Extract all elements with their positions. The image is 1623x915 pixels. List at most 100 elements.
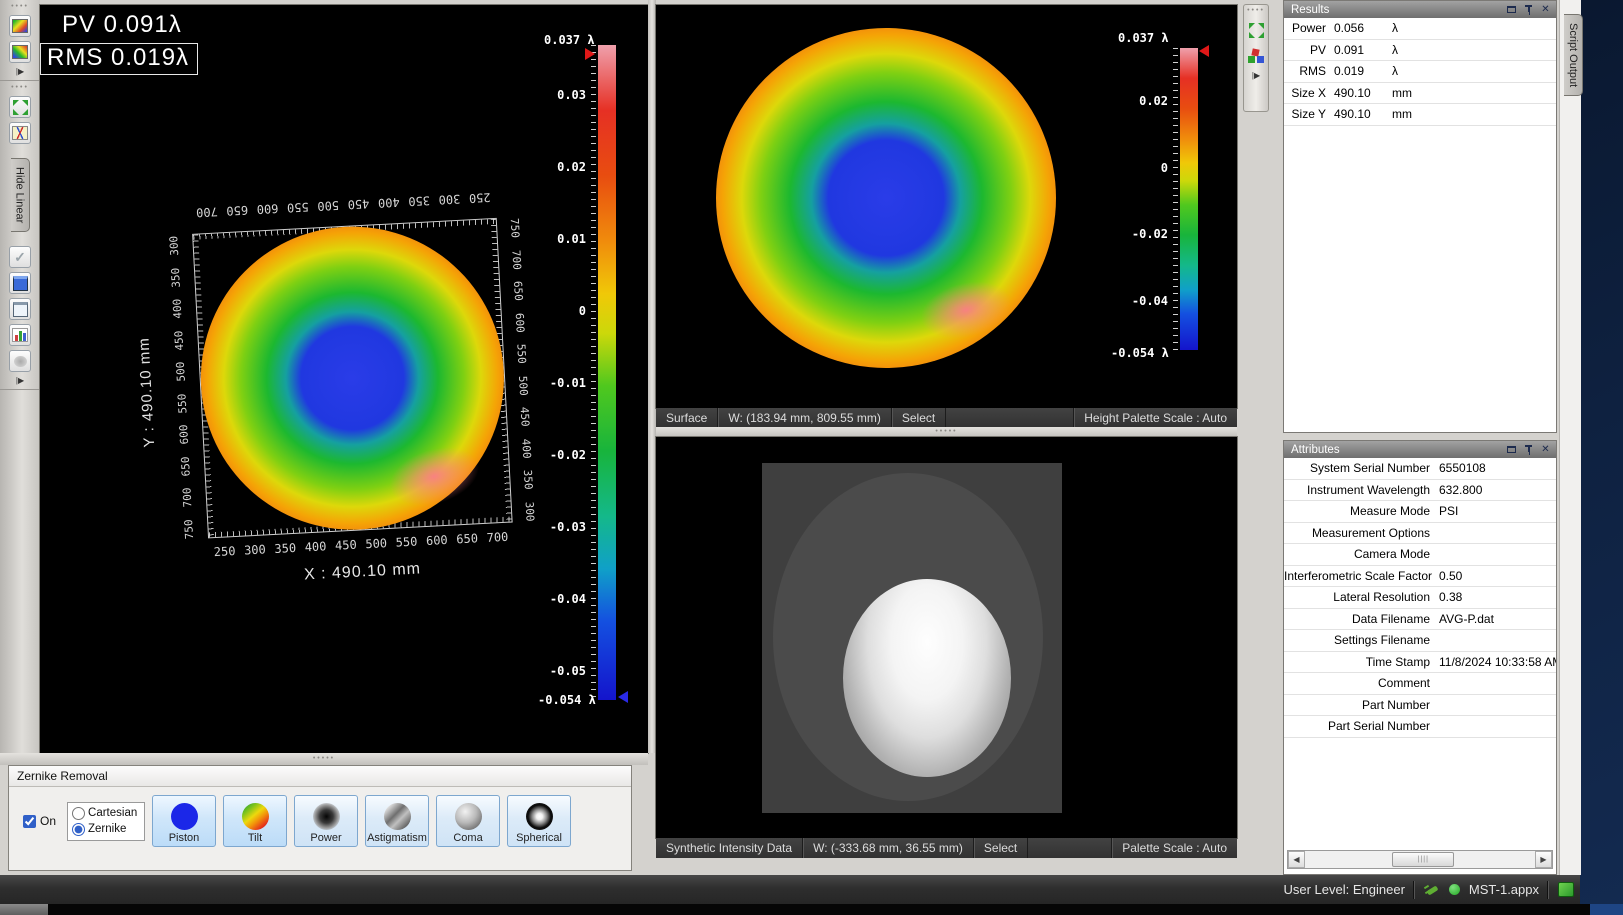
- result-label: PV: [1284, 43, 1326, 57]
- zernike-on-checkbox[interactable]: [23, 815, 36, 828]
- colorbar-min-label: -0.054 λ: [538, 693, 596, 707]
- tilt-button[interactable]: Tilt: [223, 795, 287, 847]
- scrollbar-thumb[interactable]: ||||: [1392, 852, 1454, 867]
- data-objects-button[interactable]: [1245, 45, 1267, 67]
- tab-script-output[interactable]: Script Output: [1560, 2, 1587, 108]
- mouse-mode[interactable]: Select: [974, 838, 1028, 858]
- connection-plug-icon: [1424, 883, 1440, 897]
- attribute-row: Instrument Wavelength 632.800: [1284, 480, 1556, 502]
- view-title: Synthetic Intensity Data: [656, 838, 803, 858]
- close-panel-button[interactable]: ✕: [1539, 4, 1552, 15]
- float-panel-button[interactable]: [1505, 4, 1518, 15]
- float-panel-button[interactable]: [1505, 444, 1518, 455]
- intensity-view-panel[interactable]: [656, 437, 1237, 838]
- attributes-panel: Attributes ✕ System Serial Number 655010…: [1283, 440, 1557, 875]
- horizontal-splitter[interactable]: •••••: [656, 427, 1237, 437]
- colorbar-tick-label: 0.02: [540, 159, 586, 175]
- toolbar-overflow-button[interactable]: |▶: [16, 376, 24, 385]
- radio-zernike[interactable]: Zernike: [72, 823, 140, 836]
- attribute-label: Instrument Wavelength: [1284, 483, 1430, 497]
- power-button[interactable]: Power: [294, 795, 358, 847]
- attributes-title-bar[interactable]: Attributes ✕: [1284, 441, 1556, 458]
- axis-tick-label: 700: [486, 530, 508, 545]
- axis-tick-label: 650: [179, 456, 194, 477]
- view-3d-button[interactable]: [9, 272, 31, 294]
- scroll-left-button[interactable]: ◀: [1288, 851, 1305, 868]
- toolbar-grip[interactable]: ••••: [11, 4, 29, 10]
- surface-map-view-button[interactable]: [9, 15, 31, 37]
- axis-tick-label: 750: [507, 218, 522, 239]
- pin-panel-button[interactable]: [1522, 444, 1535, 455]
- script-output-tab-label[interactable]: Script Output: [1564, 14, 1583, 96]
- colorbar-tick-marks: [591, 45, 596, 700]
- splitter-grip[interactable]: •••••: [313, 756, 335, 762]
- toolbar-overflow-button[interactable]: |▶: [16, 67, 24, 76]
- colorbar-tick-label: -0.02: [540, 447, 586, 463]
- surface-3d-plot-panel[interactable]: PV 0.091λ RMS 0.019λ 2503003504004505005…: [40, 5, 648, 753]
- profile-map-view-button[interactable]: [9, 41, 31, 63]
- palette-scale-setting[interactable]: Palette Scale : Auto: [1111, 838, 1237, 858]
- axis-tick-label: 300: [167, 235, 182, 256]
- taskbar-tray[interactable]: [1590, 904, 1623, 915]
- taskbar-button[interactable]: [0, 904, 48, 915]
- surface-height-map[interactable]: [193, 219, 511, 537]
- axis-tick-label: 400: [518, 438, 533, 459]
- spherical-icon: [526, 803, 553, 830]
- hide-linear-tab-label[interactable]: Hide Linear: [11, 158, 30, 232]
- fit-view-button[interactable]: [9, 96, 31, 118]
- axis-tick-label: 600: [512, 312, 527, 333]
- attribute-label: Part Number: [1284, 698, 1430, 712]
- vertical-splitter[interactable]: [648, 0, 656, 753]
- axis-tick-label: 400: [171, 298, 186, 319]
- apply-button[interactable]: ✓: [9, 246, 31, 268]
- fit-view-button[interactable]: [1245, 19, 1267, 41]
- result-label: Power: [1284, 21, 1326, 35]
- application-window: Script Output •••• |▶ •••• Hide Linear ✓: [0, 0, 1623, 915]
- scroll-right-button[interactable]: ▶: [1535, 851, 1552, 868]
- radio-cartesian[interactable]: Cartesian: [72, 807, 140, 820]
- pin-panel-button[interactable]: [1522, 4, 1535, 15]
- axis-tick-label: 500: [515, 375, 530, 396]
- cartesian-radio[interactable]: [72, 807, 85, 820]
- close-panel-button[interactable]: ✕: [1539, 444, 1552, 455]
- new-window-button[interactable]: [9, 298, 31, 320]
- tab-hide-linear[interactable]: Hide Linear: [11, 149, 30, 241]
- spherical-button[interactable]: Spherical: [507, 795, 571, 847]
- attributes-horizontal-scrollbar[interactable]: ◀ |||| ▶: [1287, 850, 1553, 869]
- plot-frame: [192, 218, 513, 539]
- toolbar-overflow-button[interactable]: |▶: [1252, 71, 1260, 80]
- line-chart-icon: [12, 126, 28, 140]
- expand-arrows-icon: [1249, 23, 1264, 38]
- colorbar-tick-label: -0.03: [540, 519, 586, 535]
- pv-readout: PV 0.091λ: [62, 11, 182, 39]
- desktop-background: [1580, 0, 1623, 915]
- palette-scale-setting[interactable]: Height Palette Scale : Auto: [1073, 408, 1237, 427]
- axis-tick-label: 750: [182, 519, 197, 540]
- zernike-radio[interactable]: [72, 823, 85, 836]
- surface-2d-plot-panel[interactable]: 0.037 λ 0.020-0.02-0.04 -0.054 λ: [656, 5, 1237, 408]
- linear-plot-button[interactable]: [9, 122, 31, 144]
- scale-min-marker-icon: [618, 691, 628, 703]
- script-status-icon[interactable]: [1558, 882, 1574, 897]
- axis-tick-label: 500: [365, 536, 387, 551]
- coma-button[interactable]: Coma: [436, 795, 500, 847]
- results-title-bar[interactable]: Results ✕: [1284, 1, 1556, 18]
- splitter-grip[interactable]: •••••: [935, 429, 957, 435]
- colorbar-tick-label: -0.04: [540, 591, 586, 607]
- attribute-label: System Serial Number: [1284, 461, 1430, 475]
- cube-3d-icon: [13, 276, 28, 291]
- results-panel: Results ✕ Power 0.056 λ PV 0.091 λ RMS 0…: [1283, 0, 1557, 433]
- mouse-mode[interactable]: Select: [892, 408, 946, 427]
- restore-icon: [1507, 6, 1516, 13]
- surface-height-map-2d[interactable]: [716, 28, 1056, 368]
- scrollbar-track[interactable]: ||||: [1305, 851, 1535, 868]
- piston-button[interactable]: Piston: [152, 795, 216, 847]
- histogram-button[interactable]: [9, 324, 31, 346]
- horizontal-splitter[interactable]: •••••: [0, 753, 648, 765]
- axis-tick-label: 600: [426, 533, 448, 548]
- astigmatism-button[interactable]: Astigmatism: [365, 795, 429, 847]
- surface-3d-plot[interactable]: 250300350400450500550600650700 300350400…: [139, 154, 591, 606]
- mask-tool-button[interactable]: [9, 350, 31, 372]
- toolbar-grip[interactable]: ••••: [1247, 8, 1265, 14]
- toolbar-grip[interactable]: ••••: [11, 85, 29, 91]
